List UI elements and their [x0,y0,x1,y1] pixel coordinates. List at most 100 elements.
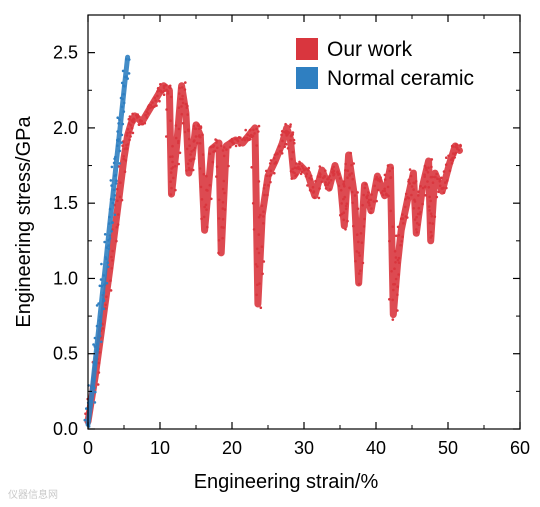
data-point [346,169,350,172]
data-point [97,361,101,365]
data-point [344,169,347,172]
data-point [105,281,109,285]
data-point [346,176,349,179]
data-point [396,293,399,297]
data-point [266,193,269,197]
data-point [291,167,294,171]
data-point [221,236,224,240]
data-point [392,283,395,286]
data-point [369,198,373,202]
data-point [459,144,463,148]
data-point [293,171,296,175]
data-point [429,199,433,203]
data-point [421,186,425,190]
data-point [261,272,264,276]
data-point [215,141,218,144]
data-point [374,177,377,181]
data-point [181,101,185,105]
data-point [116,199,119,203]
data-point [103,283,106,287]
y-tick-label: 2.5 [53,43,78,63]
y-tick-label: 1.5 [53,193,78,213]
data-point [426,180,429,183]
data-point [363,217,366,221]
data-point [177,162,180,166]
data-point [320,180,324,184]
data-point [366,194,370,197]
data-point [352,224,355,228]
data-point [351,201,354,205]
data-point [144,114,148,117]
data-point [429,230,433,234]
data-point [190,168,193,171]
data-point [286,133,289,136]
data-point [457,149,461,152]
data-point [265,174,269,178]
x-axis-title: Engineering strain/% [194,471,379,493]
data-point [159,83,162,86]
data-point [113,213,117,217]
data-point [247,138,251,142]
data-point [98,284,102,288]
data-point [390,270,393,273]
data-point [344,228,347,231]
data-point [155,104,158,107]
data-point [254,263,258,266]
data-point [383,189,387,193]
data-point [330,167,334,171]
data-point [243,138,247,142]
data-point [252,128,255,132]
data-point [110,255,113,259]
data-point [278,145,281,148]
data-point [168,155,172,159]
data-point [206,189,209,192]
data-point [350,163,353,167]
data-point [260,204,264,207]
data-point [278,150,282,153]
data-point [450,144,454,148]
data-point [186,162,190,166]
data-point [110,184,113,187]
data-point [329,179,333,182]
data-point [136,113,139,116]
data-point [121,144,124,147]
x-tick-label: 60 [510,438,530,458]
y-axis-title: Engineering stress/GPa [13,116,35,328]
data-point [400,240,404,243]
data-point [440,176,443,180]
data-point [318,175,322,179]
data-point [211,145,215,148]
data-point [257,124,261,128]
data-point [360,241,364,244]
data-point [429,212,433,215]
data-point [114,182,118,185]
data-point [367,201,371,205]
data-point [318,172,322,175]
data-point [355,233,359,236]
data-point [375,175,379,179]
data-point [324,181,328,184]
data-point [117,122,120,125]
data-point [397,256,401,260]
data-point [223,208,227,211]
data-point [181,121,185,125]
data-point [417,223,421,226]
data-point [111,201,115,205]
data-point [280,130,284,133]
data-point [169,171,173,174]
data-point [376,178,380,182]
data-point [129,135,132,138]
data-point [339,188,343,192]
data-point [415,221,419,225]
data-point [202,172,206,176]
data-point [269,180,272,184]
data-point [410,185,414,188]
data-point [101,327,105,330]
data-point [192,148,195,152]
data-point [193,139,196,142]
data-point [211,160,215,164]
data-point [342,183,346,186]
x-tick-label: 10 [150,438,170,458]
data-point [442,191,446,194]
data-point [308,176,312,180]
